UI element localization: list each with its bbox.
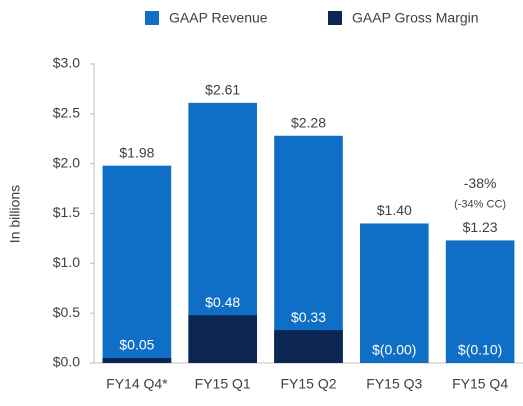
y-tick-label: $1.0 bbox=[53, 254, 80, 270]
bar bbox=[274, 330, 343, 363]
value-label: $0.33 bbox=[291, 309, 326, 325]
value-label: $1.40 bbox=[377, 202, 412, 218]
bar bbox=[445, 240, 515, 363]
x-tick-label: FY15 Q1 bbox=[195, 376, 251, 392]
x-tick-label: FY15 Q3 bbox=[366, 376, 422, 392]
legend-swatch bbox=[328, 11, 342, 25]
y-tick-label: $3.0 bbox=[53, 55, 80, 71]
bar bbox=[102, 165, 172, 363]
y-tick-label: $0.0 bbox=[53, 354, 80, 370]
y-tick-label: $0.5 bbox=[53, 304, 80, 320]
x-tick-label: FY14 Q4* bbox=[106, 376, 168, 392]
legend-label: GAAP Revenue bbox=[169, 10, 268, 26]
y-tick-label: $2.0 bbox=[53, 154, 80, 170]
y-axis-label: In billions bbox=[7, 185, 23, 243]
value-label: $(0.00) bbox=[372, 342, 416, 358]
value-label: $2.28 bbox=[291, 114, 326, 130]
value-label: $2.61 bbox=[205, 82, 240, 98]
bar bbox=[188, 315, 258, 363]
plot-area bbox=[102, 102, 515, 373]
legend-swatch bbox=[145, 11, 159, 25]
bar bbox=[359, 223, 429, 363]
value-label: $1.23 bbox=[463, 219, 498, 235]
y-tick-label: $2.5 bbox=[53, 105, 80, 121]
value-label: $0.05 bbox=[119, 337, 154, 353]
bar bbox=[274, 135, 343, 363]
x-tick-label: FY15 Q4 bbox=[452, 376, 508, 392]
bar bbox=[446, 363, 515, 373]
annotation: (-34% CC) bbox=[454, 198, 506, 210]
legend-label: GAAP Gross Margin bbox=[352, 10, 479, 26]
value-label: $(0.10) bbox=[458, 342, 502, 358]
value-label: $1.98 bbox=[119, 144, 154, 160]
annotation: -38% bbox=[464, 175, 497, 191]
bar bbox=[102, 358, 172, 363]
y-tick-label: $1.5 bbox=[53, 204, 80, 220]
value-label: $0.48 bbox=[205, 294, 240, 310]
x-tick-label: FY15 Q2 bbox=[280, 376, 336, 392]
